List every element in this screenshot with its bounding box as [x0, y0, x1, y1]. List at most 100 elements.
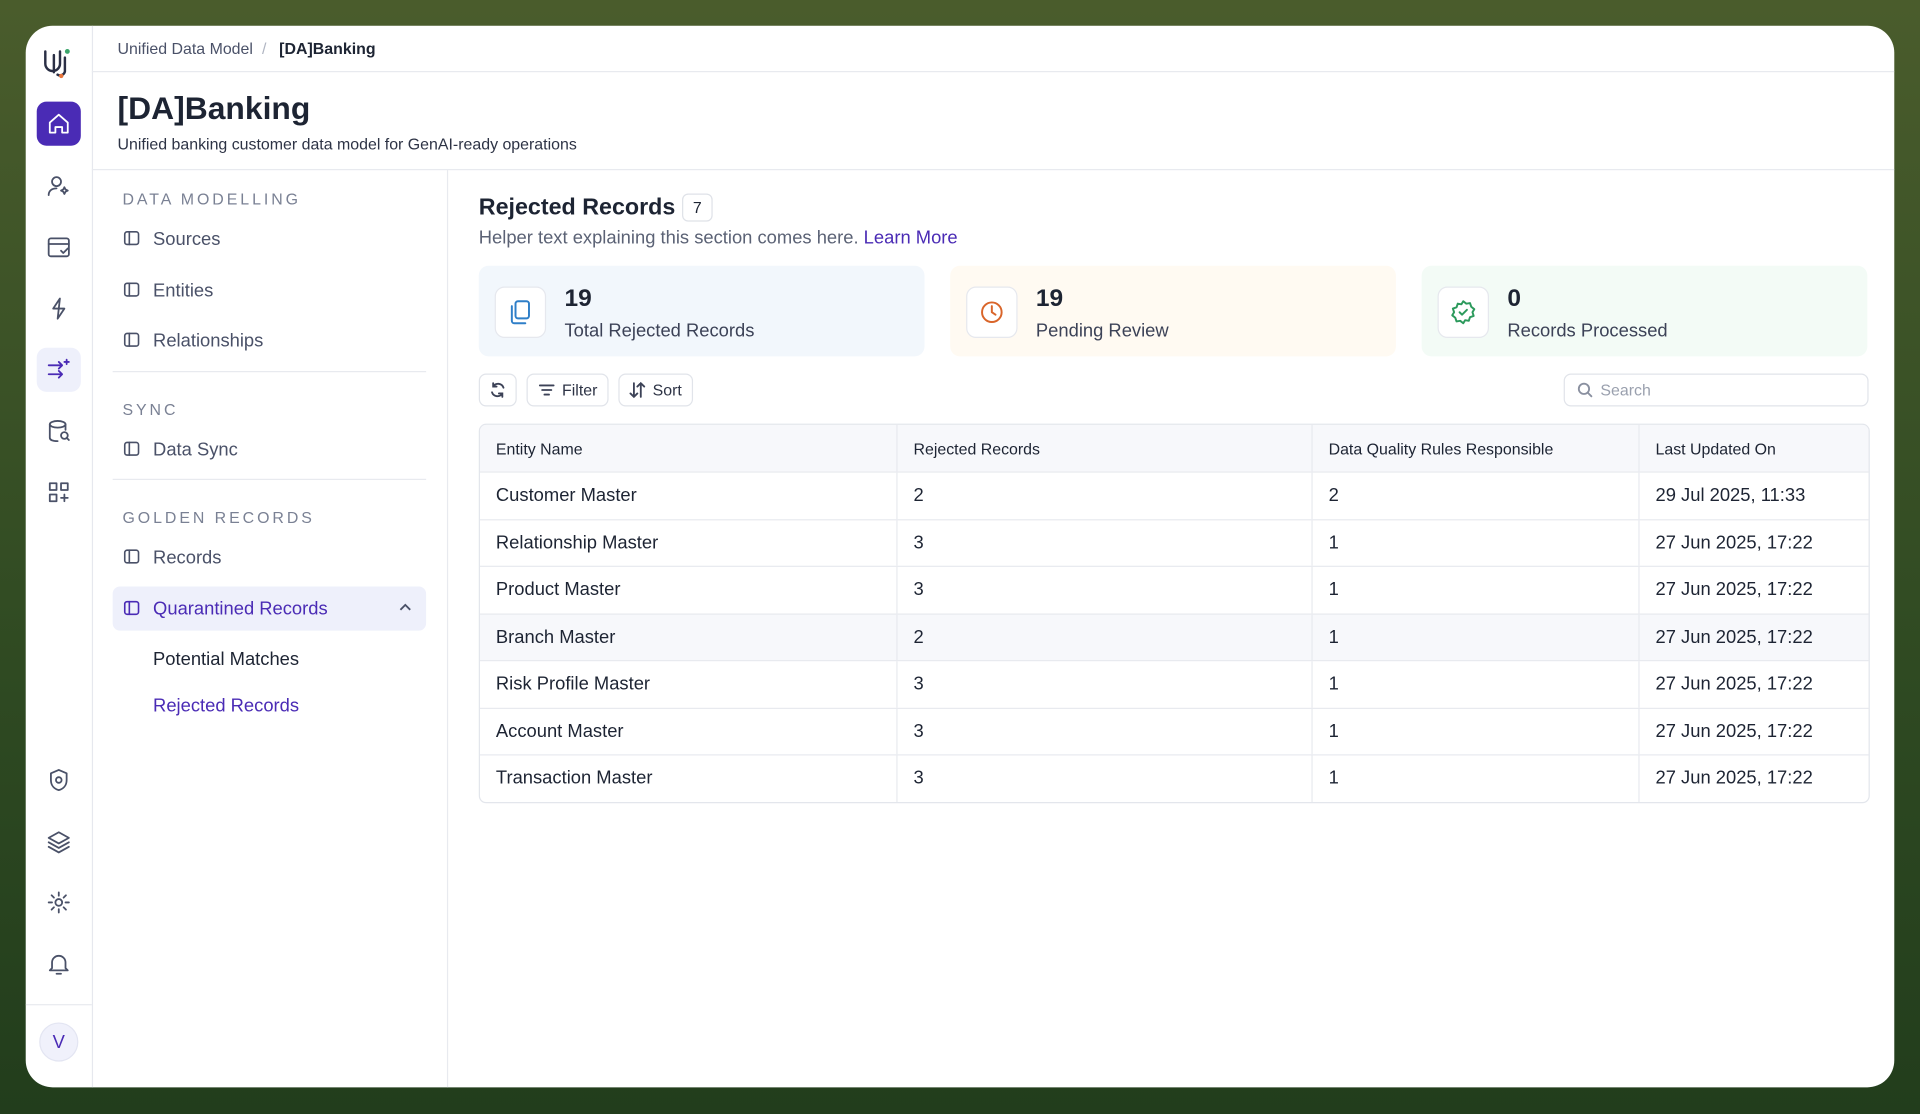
table-cell: Account Master: [495, 720, 624, 742]
table-cell: Customer Master: [495, 485, 637, 507]
table-cell: Product Master: [495, 579, 621, 601]
table-row[interactable]: Transaction Master 3 1 27 Jun 2025, 17:22: [480, 754, 1869, 802]
table-row[interactable]: Relationship Master 3 1 27 Jun 2025, 17:22: [480, 518, 1869, 566]
nav-icon: [122, 547, 140, 571]
stat-value: 0: [1507, 285, 1521, 313]
page-title: [DA]Banking: [117, 89, 311, 127]
stat-card: 0 Records Processed: [1421, 265, 1868, 357]
stat-icon: [494, 286, 547, 338]
stat-label: Records Processed: [1507, 320, 1668, 342]
sort-label: Sort: [652, 380, 682, 400]
apps-button[interactable]: [37, 470, 81, 514]
nav-icon: [122, 598, 140, 622]
table-cell: 27 Jun 2025, 17:22: [1638, 614, 1868, 661]
nav-item[interactable]: Entities: [153, 279, 214, 301]
helper-text-body: Helper text explaining this section come…: [478, 227, 859, 249]
nav-icon: [122, 331, 140, 355]
quality-button[interactable]: [36, 347, 81, 392]
table-row[interactable]: Customer Master 2 2 29 Jul 2025, 11:33: [480, 471, 1869, 519]
table-header: Entity Name Rejected Records Data Quality …: [480, 424, 1869, 472]
table-cell: 27 Jun 2025, 17:22: [1638, 661, 1868, 708]
table-row[interactable]: Branch Master 2 1 27 Jun 2025, 17:22: [480, 612, 1869, 661]
stat-card: 19 Pending Review: [950, 265, 1396, 357]
nav-subitem[interactable]: Rejected Records: [153, 694, 300, 716]
sort-button[interactable]: Sort: [618, 373, 694, 407]
search-placeholder: Search: [1600, 380, 1651, 400]
table-cell: Transaction Master: [495, 768, 653, 789]
table-cell: 27 Jun 2025, 17:22: [1638, 708, 1868, 755]
nav-icon: [122, 229, 140, 253]
table-cell: 1: [1311, 519, 1638, 566]
stat-value: 19: [564, 285, 592, 313]
table-cell: 29 Jul 2025, 11:33: [1638, 472, 1868, 519]
nav-heading: GOLDEN RECORDS: [122, 508, 315, 527]
section-title: Rejected Records: [478, 194, 676, 221]
data-button[interactable]: [37, 225, 81, 269]
stat-icon: [1437, 286, 1489, 338]
settings-button[interactable]: [37, 880, 81, 924]
helper-text: Helper text explaining this section come…: [479, 229, 958, 247]
nav-item[interactable]: Quarantined Records: [153, 598, 328, 619]
table-cell: 1: [1311, 614, 1638, 661]
database-button[interactable]: [37, 409, 81, 453]
home-button[interactable]: [36, 101, 81, 146]
app-window: V Unified Data Model / [DA]Banking [DA]B…: [25, 25, 1895, 1088]
table-cell: 3: [896, 661, 1311, 708]
table-cell: 27 Jun 2025, 17:22: [1638, 755, 1868, 802]
table-cell: Risk Profile Master: [495, 673, 651, 695]
nav-item[interactable]: Data Sync: [153, 438, 238, 460]
nav-heading: DATA MODELLING: [122, 189, 301, 209]
users-button[interactable]: [37, 164, 81, 208]
column-header[interactable]: Data Quality Rules Responsible: [1311, 424, 1638, 472]
breadcrumb-separator: /: [262, 39, 267, 58]
icon-rail: V: [25, 25, 94, 1088]
search-input[interactable]: Search: [1563, 373, 1869, 407]
rules-button[interactable]: [37, 287, 81, 331]
notifications-button[interactable]: [37, 942, 81, 986]
learn-more-link[interactable]: Learn More: [863, 227, 958, 249]
breadcrumb-current: [DA]Banking: [279, 39, 376, 58]
column-header[interactable]: Last Updated On: [1638, 424, 1868, 472]
nav-item[interactable]: Relationships: [153, 330, 264, 352]
breadcrumb-link[interactable]: Unified Data Model: [117, 39, 253, 58]
table-row[interactable]: Risk Profile Master 3 1 27 Jun 2025, 17:22: [480, 660, 1869, 708]
table-cell: 3: [896, 566, 1311, 613]
table-cell: 2: [1311, 472, 1638, 519]
stat-card: 19 Total Rejected Records: [478, 265, 925, 357]
stat-value: 19: [1035, 285, 1064, 313]
column-header[interactable]: Rejected Records: [896, 424, 1311, 472]
nav-active-bg: [112, 585, 427, 631]
table-cell: 1: [1311, 708, 1638, 755]
column-header[interactable]: Entity Name: [495, 438, 583, 458]
nav-item[interactable]: Records: [153, 547, 222, 569]
filter-button[interactable]: Filter: [526, 373, 609, 407]
logo: [44, 48, 70, 79]
page-subtitle: Unified banking customer data model for …: [117, 134, 577, 154]
nav-subitem[interactable]: Potential Matches: [153, 648, 300, 670]
nav-icon: [122, 280, 140, 304]
stat-icon: [966, 286, 1018, 338]
nav-icon: [122, 439, 140, 463]
table-cell: 2: [896, 614, 1311, 661]
nav-item[interactable]: Sources: [153, 228, 221, 250]
table-row[interactable]: Account Master 3 1 27 Jun 2025, 17:22: [480, 707, 1869, 755]
table-cell: 27 Jun 2025, 17:22: [1638, 566, 1868, 613]
nav-divider: [112, 370, 427, 372]
table-cell: 27 Jun 2025, 17:22: [1638, 519, 1868, 566]
collapse-chevron[interactable]: [397, 598, 414, 621]
table-cell: 3: [896, 708, 1311, 755]
table-cell: 2: [896, 472, 1311, 519]
table-cell: 1: [1311, 566, 1638, 613]
table-cell: 3: [896, 519, 1311, 566]
layers-button[interactable]: [37, 819, 81, 863]
user-avatar[interactable]: V: [39, 1022, 79, 1062]
table-row[interactable]: Product Master 3 1 27 Jun 2025, 17:22: [480, 565, 1869, 613]
table-cell: Relationship Master: [495, 532, 659, 554]
refresh-button[interactable]: [478, 373, 517, 407]
stat-label: Total Rejected Records: [564, 320, 755, 342]
nav-heading: SYNC: [122, 399, 179, 419]
rejected-records-table: Entity Name Rejected Records Data Quality …: [478, 423, 1870, 803]
security-button[interactable]: [37, 758, 81, 802]
table-cell: 1: [1311, 755, 1638, 802]
